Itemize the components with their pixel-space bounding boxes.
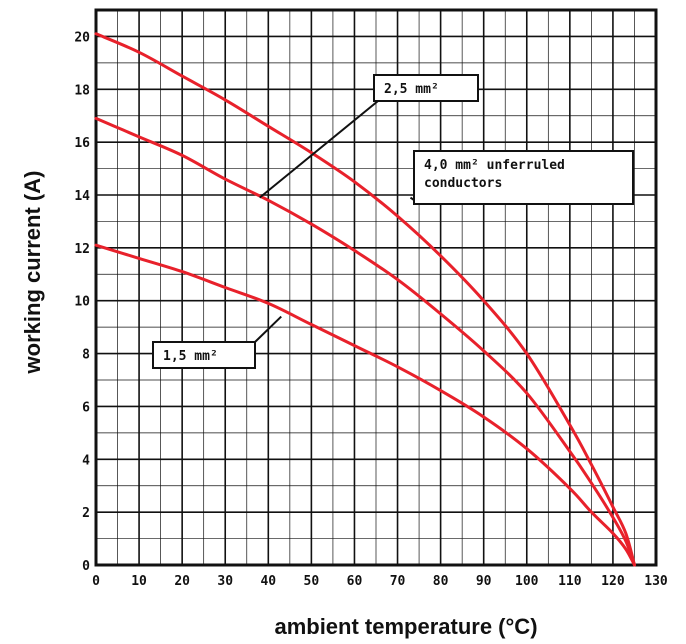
y-tick-label: 0 (82, 559, 90, 574)
callout-label: 1,5 mm² (163, 349, 218, 364)
series-layer (94, 32, 636, 567)
y-tick-label: 4 (82, 453, 90, 468)
callout-leader-line (254, 315, 282, 343)
x-tick-label: 10 (131, 574, 147, 589)
y-tick-label: 2 (82, 506, 90, 521)
callout: 2,5 mm² (259, 74, 479, 199)
x-tick-label: 30 (217, 574, 233, 589)
x-tick-label: 80 (433, 574, 449, 589)
callout-box (413, 150, 634, 205)
y-tick-label: 8 (82, 348, 90, 363)
callout-label: 4,0 mm² unferruled (424, 158, 565, 173)
callout-label: conductors (424, 176, 502, 191)
y-axis-title: working current (A) (20, 171, 45, 375)
x-tick-label: 100 (515, 574, 539, 589)
series-line (94, 32, 636, 567)
y-tick-label: 12 (74, 242, 90, 257)
annotation-layer: 2,5 mm² 4,0 mm² unferruled conductors 1,5 m… (152, 74, 634, 369)
x-tick-label: 90 (476, 574, 492, 589)
y-tick-label: 16 (74, 136, 90, 151)
x-tick-label: 60 (347, 574, 363, 589)
callout-label: 2,5 mm² (384, 82, 439, 97)
x-tick-label: 120 (601, 574, 625, 589)
x-tick-label: 130 (644, 574, 668, 589)
x-tick-label: 0 (92, 574, 100, 589)
series-line (94, 243, 636, 567)
x-tick-label: 70 (390, 574, 406, 589)
y-tick-label: 10 (74, 295, 90, 310)
x-tick-label: 110 (558, 574, 582, 589)
callout-box (373, 74, 479, 102)
x-tick-label: 50 (304, 574, 320, 589)
y-tick-label: 18 (74, 83, 90, 98)
y-tick-label: 14 (74, 189, 90, 204)
y-tick-label: 6 (82, 400, 90, 415)
minor-grid (96, 10, 656, 565)
y-tick-label: 20 (74, 30, 90, 45)
plot-frame (94, 8, 658, 567)
callout: 1,5 mm² (152, 315, 282, 369)
x-tick-label: 20 (174, 574, 190, 589)
x-tick-labels: 0 10 20 30 40 50 60 70 80 90 100 110 120 130 (92, 574, 668, 589)
series-line (94, 116, 636, 567)
y-tick-labels: 0 2 4 6 8 10 12 14 16 18 20 (74, 30, 90, 574)
callout-leader-line (259, 100, 379, 199)
x-tick-label: 40 (260, 574, 276, 589)
callout: 4,0 mm² unferruled conductors (409, 150, 634, 205)
x-axis-title: ambient temperature (°C) (274, 614, 537, 639)
callout-box (152, 341, 256, 369)
